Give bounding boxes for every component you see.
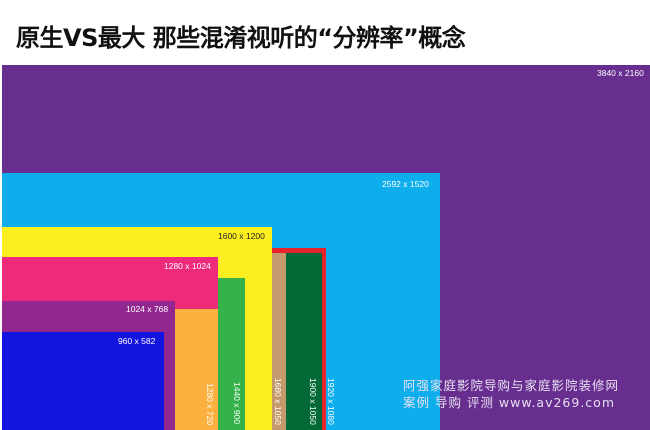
label-1680x1050: 1680 x 1050 [273, 378, 283, 425]
page-title: 原生VS最大 那些混淆视听的“分辨率”概念 [16, 24, 466, 52]
label-1280x1024: 1280 x 1024 [164, 261, 211, 271]
label-3840x2160: 3840 x 2160 [597, 68, 644, 78]
label-1440x900: 1440 x 900 [232, 382, 242, 425]
label-960x582: 960 x 582 [118, 336, 156, 346]
label-1600x1200: 1600 x 1200 [218, 231, 265, 241]
label-1280x720: 1280 x 720 [205, 383, 215, 426]
rect-1280x720 [175, 309, 218, 430]
rect-1900x1050 [286, 253, 322, 430]
label-2592x1520: 2592 x 1520 [382, 179, 429, 189]
label-1920x1080: 1920 x 1080 [326, 378, 336, 425]
rect-1440x900 [218, 278, 245, 430]
rect-1680x1050 [272, 253, 286, 430]
rect-960x582 [2, 332, 164, 430]
label-1024x768: 1024 x 768 [126, 304, 169, 314]
label-1900x1050: 1900 x 1050 [308, 378, 318, 425]
watermark-line1: 阿强家庭影院导购与家庭影院装修网 [403, 378, 620, 393]
watermark-line2: 案例 导购 评测 www.av269.com [403, 395, 616, 410]
